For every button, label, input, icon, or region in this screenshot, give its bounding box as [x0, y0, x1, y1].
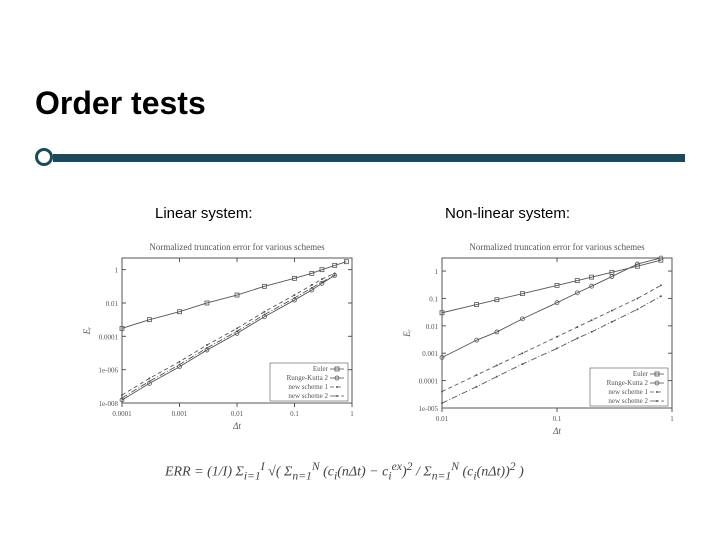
svg-text:Eᵣ: Eᵣ	[82, 327, 92, 336]
svg-text:0.1: 0.1	[553, 415, 562, 423]
title-underline	[35, 140, 685, 172]
svg-text:1e-008: 1e-008	[99, 400, 119, 408]
page-title: Order tests	[35, 85, 206, 122]
svg-text:0.01: 0.01	[426, 323, 439, 331]
subtitle-left: Linear system:	[155, 205, 253, 222]
svg-text:1: 1	[350, 410, 354, 418]
svg-text:1: 1	[670, 415, 674, 423]
svg-text:0.01: 0.01	[436, 415, 449, 423]
bullet-icon	[35, 148, 53, 166]
svg-text:1: 1	[435, 268, 439, 276]
underline-bar	[53, 154, 685, 162]
svg-text:0.0001: 0.0001	[419, 378, 439, 386]
svg-text:0.0001: 0.0001	[99, 333, 119, 341]
svg-text:1e-006: 1e-006	[99, 367, 119, 375]
svg-text:0.01: 0.01	[106, 300, 119, 308]
svg-text:1: 1	[115, 267, 119, 275]
svg-text:new scheme 2: new scheme 2	[608, 397, 648, 405]
svg-text:0.001: 0.001	[172, 410, 188, 418]
svg-text:0.001: 0.001	[422, 350, 438, 358]
svg-text:Normalized truncation error fo: Normalized truncation error for various …	[469, 242, 645, 252]
svg-text:Normalized truncation error fo: Normalized truncation error for various …	[149, 242, 325, 252]
svg-text:1e-005: 1e-005	[419, 405, 439, 413]
svg-text:0.01: 0.01	[231, 410, 244, 418]
formula: ERR = (1/I) Σi=1I √( Σn=1N (ci(nΔt) − ci…	[165, 460, 524, 482]
svg-text:0.1: 0.1	[429, 295, 438, 303]
svg-text:Eᵣ: Eᵣ	[402, 329, 412, 338]
svg-text:Euler: Euler	[313, 365, 329, 373]
subtitle-right: Non-linear system:	[445, 205, 570, 222]
chart-linear: Normalized truncation error for various …	[80, 240, 360, 435]
svg-text:new scheme 1: new scheme 1	[608, 388, 648, 396]
svg-text:Runge-Kutta 2: Runge-Kutta 2	[287, 374, 329, 382]
svg-text:Δt: Δt	[552, 426, 561, 436]
svg-text:Δt: Δt	[232, 421, 241, 431]
svg-text:new scheme 2: new scheme 2	[288, 392, 328, 400]
svg-text:Euler: Euler	[633, 370, 649, 378]
svg-text:0.1: 0.1	[290, 410, 299, 418]
svg-text:0.0001: 0.0001	[112, 410, 132, 418]
chart-nonlinear: Normalized truncation error for various …	[400, 240, 680, 440]
svg-text:Runge-Kutta 2: Runge-Kutta 2	[607, 379, 649, 387]
svg-text:new scheme 1: new scheme 1	[288, 383, 328, 391]
